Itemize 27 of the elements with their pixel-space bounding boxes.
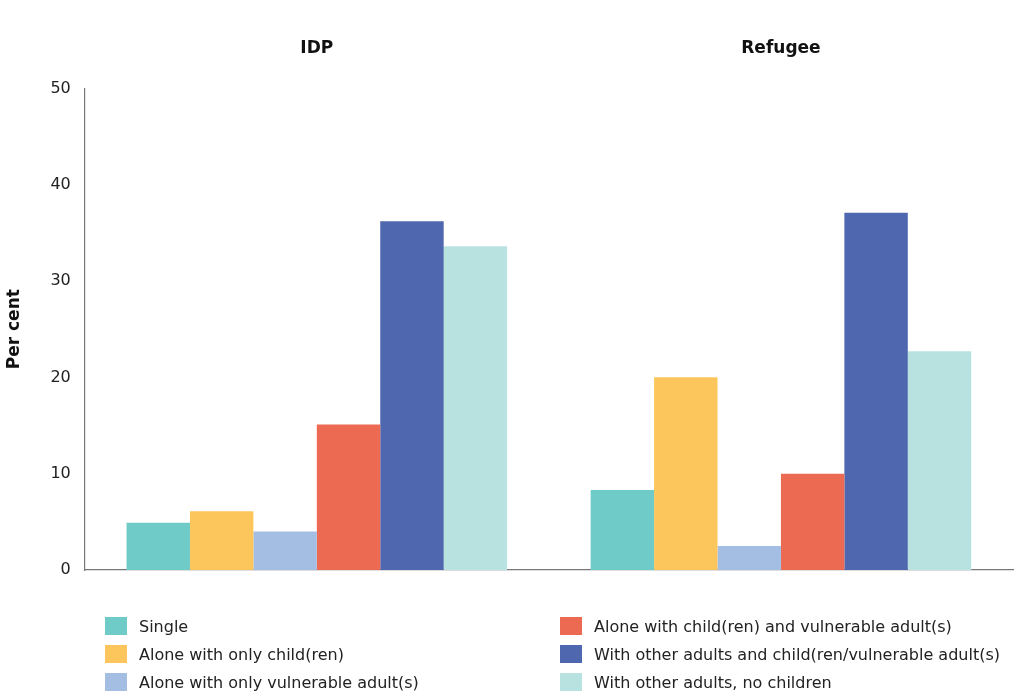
y-tick-label: 40	[50, 173, 71, 193]
y-tick-label: 20	[50, 366, 71, 386]
y-axis-title: Per cent	[2, 289, 23, 370]
bar	[443, 246, 508, 570]
y-tick-label: 30	[50, 270, 71, 290]
bar	[844, 212, 908, 570]
legend-label: Alone with child(ren) and vulnerable adult(s)	[594, 616, 952, 636]
legend-label: Single	[139, 616, 189, 636]
bar	[316, 424, 381, 570]
bar	[590, 490, 655, 570]
x-tick-label: Refugee	[741, 36, 821, 57]
x-tick-label: IDP	[300, 36, 334, 57]
bar	[780, 473, 845, 570]
y-tick-label: 0	[60, 559, 71, 579]
legend-label: Alone with only vulnerable adult(s)	[139, 672, 419, 692]
bar	[717, 545, 781, 570]
bar	[907, 351, 972, 570]
legend-label: With other adults and child(ren/vulnerable adult(s)	[594, 644, 1000, 664]
bar	[189, 511, 254, 570]
legend-label: With other adults, no children	[594, 672, 832, 692]
bar	[253, 531, 317, 570]
legend-label: Alone with only child(ren)	[139, 644, 344, 664]
y-tick-label: 50	[50, 77, 71, 97]
bar	[126, 522, 190, 570]
y-tick-label: 10	[50, 462, 71, 482]
bar	[380, 221, 444, 570]
bar	[654, 377, 718, 570]
